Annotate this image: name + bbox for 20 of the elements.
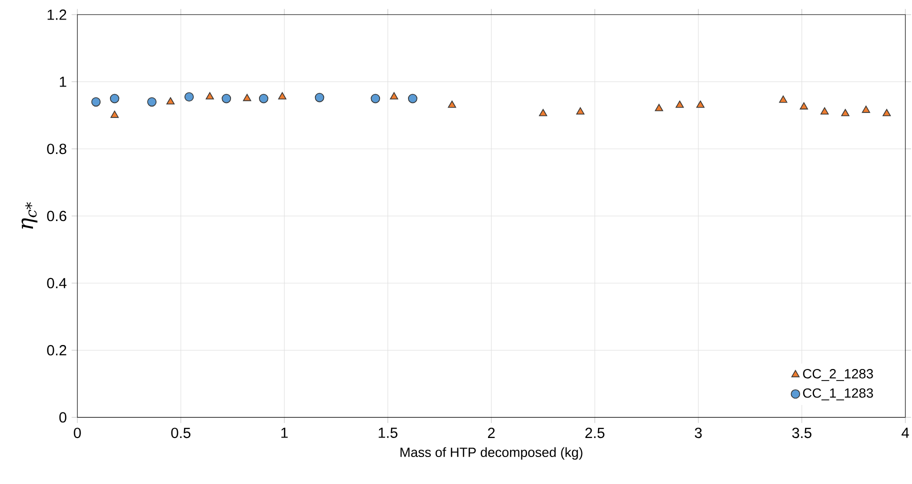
y-tick-label: 1 xyxy=(60,76,66,87)
y-tick-label: 0 xyxy=(59,412,66,423)
x-axis-title: Mass of HTP decomposed (kg) xyxy=(400,447,582,460)
x-tick-label: 0 xyxy=(74,428,81,438)
y-tick-label: 1.2 xyxy=(48,10,66,20)
x-tick-label: 2.5 xyxy=(585,428,604,438)
y-tick-label: 0.2 xyxy=(47,345,66,356)
x-tick-label: 3 xyxy=(694,428,702,438)
x-tick-label: 0.5 xyxy=(171,428,190,438)
x-tick-label: 3.5 xyxy=(792,428,812,438)
x-tick-label: 4 xyxy=(902,428,909,438)
x-tick-label: 1 xyxy=(281,428,288,438)
y-tick-label: 0.8 xyxy=(47,144,66,154)
y-tick-label: 0.4 xyxy=(47,278,67,288)
y-tick-label: 0.6 xyxy=(47,210,66,222)
legend-label: CC_2_1283 xyxy=(803,369,873,381)
y-axis-title: η$_{c*}$ xyxy=(22,202,38,229)
x-tick-label: 1.5 xyxy=(378,428,398,438)
legend-label: CC_1_1283 xyxy=(803,388,873,400)
x-tick-label: 2 xyxy=(488,428,495,438)
